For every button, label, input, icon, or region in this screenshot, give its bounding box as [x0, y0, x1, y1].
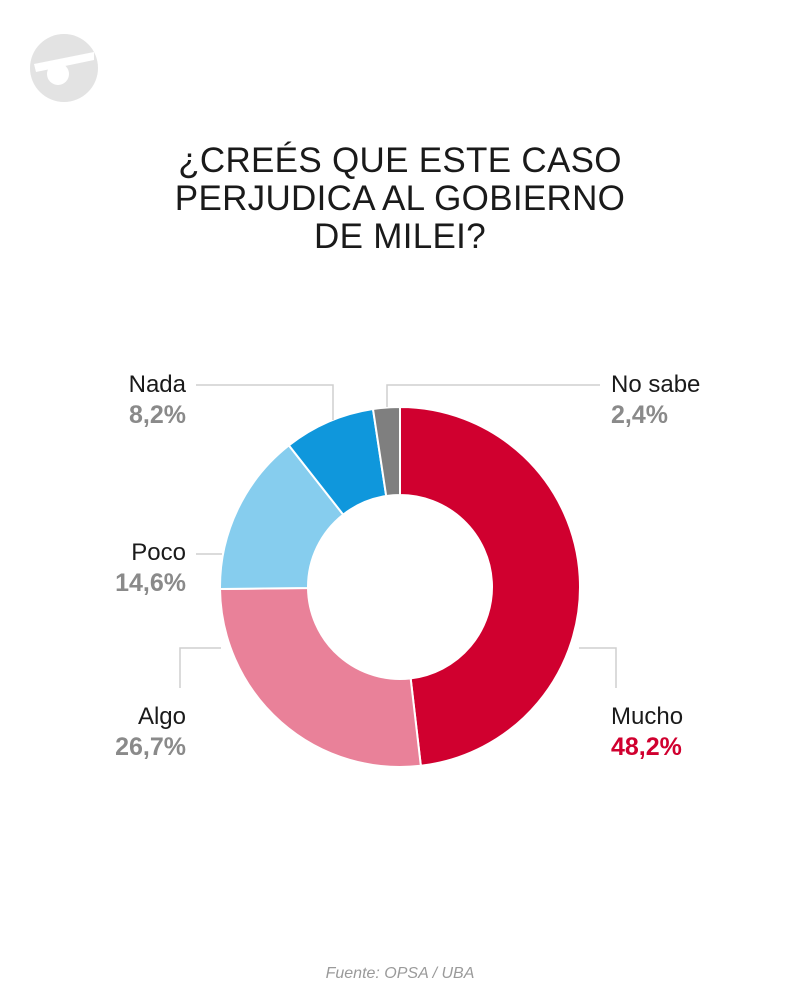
chart-title-line: DE MILEI? — [314, 217, 486, 256]
legend-label-mucho: Mucho 48,2% — [611, 702, 683, 762]
legend-label-no-sabe: No sabe 2,4% — [611, 370, 700, 430]
donut-slice-mucho — [399, 405, 581, 767]
slice-value: 14,6% — [115, 569, 186, 597]
chart-title: ¿CREÉS QUE ESTE CASO PERJUDICA AL GOBIER… — [100, 142, 700, 256]
slice-value: 48,2% — [611, 733, 682, 761]
slice-value: 26,7% — [115, 733, 186, 761]
source-note: Fuente: OPSA / UBA — [325, 965, 475, 982]
slice-name: Mucho — [611, 703, 684, 730]
slice-value: 8,2% — [129, 401, 186, 429]
chart-title-line: PERJUDICA AL GOBIERNO — [174, 179, 626, 218]
leader-line-mucho — [579, 647, 617, 688]
leader-line-no-sabe — [386, 384, 600, 407]
leader-line-nada — [196, 384, 334, 420]
slice-name: No sabe — [611, 371, 701, 398]
slice-name: Nada — [128, 371, 186, 398]
legend-label-nada: Nada 8,2% — [129, 370, 186, 430]
slice-name: Poco — [131, 539, 186, 566]
leader-line-algo — [179, 647, 221, 688]
legend-label-poco: Poco 14,6% — [115, 538, 186, 598]
slice-value: 2,4% — [611, 401, 668, 429]
donut-slice-algo — [218, 587, 422, 768]
slice-name: Algo — [137, 703, 186, 730]
brand-logo-icon — [30, 34, 98, 102]
donut-slice-no-sabe — [371, 405, 401, 498]
legend-label-algo: Algo 26,7% — [115, 702, 186, 762]
chart-title-line: ¿CREÉS QUE ESTE CASO — [178, 141, 622, 180]
